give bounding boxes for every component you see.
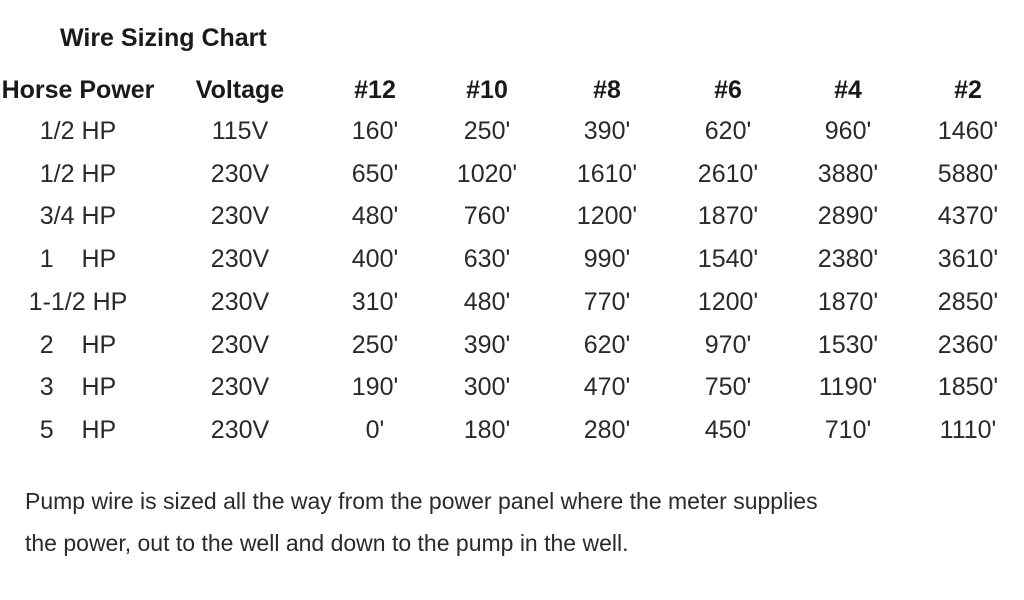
table-cell: 1870'	[817, 287, 879, 316]
table-cell: 230V	[210, 373, 270, 402]
table-cell: 2890'	[817, 202, 879, 231]
table-cell: 230V	[210, 159, 270, 188]
table-cell: 5 HP	[39, 415, 117, 444]
table-cell: 960'	[824, 117, 872, 145]
table-cell: 300'	[463, 373, 511, 402]
table-cell: 620'	[583, 330, 631, 359]
table-cell: 250'	[463, 117, 511, 145]
table-cell: 1540'	[697, 245, 759, 274]
note-line-2: the power, out to the well and down to t…	[25, 530, 629, 556]
table-cell: 180'	[463, 415, 511, 444]
table-cell: 2610'	[697, 159, 759, 188]
table-cell: 230V	[210, 330, 270, 359]
table-cell: 230V	[210, 415, 270, 444]
table-cell: 1020'	[456, 159, 518, 188]
column-header: #2	[954, 76, 982, 104]
column-header: #12	[354, 76, 396, 104]
table-cell: 990'	[583, 245, 631, 274]
note-paragraph: Pump wire is sized all the way from the …	[25, 480, 1024, 564]
table-cell: 750'	[704, 373, 752, 402]
table-cell: 710'	[824, 415, 872, 444]
table-cell: 480'	[351, 202, 399, 231]
column-header: #10	[466, 76, 508, 104]
column-header: #6	[714, 76, 742, 104]
table-cell: 1/2 HP	[39, 159, 117, 188]
table-cell: 1-1/2 HP	[28, 287, 128, 316]
table-cell: 310'	[351, 287, 399, 316]
table-cell: 1460'	[937, 117, 999, 145]
table-cell: 3610'	[937, 245, 999, 274]
table-cell: 1/2 HP	[39, 117, 117, 145]
table-cell: 160'	[351, 117, 399, 145]
table-cell: 450'	[704, 415, 752, 444]
table-cell: 390'	[463, 330, 511, 359]
table-cell: 190'	[351, 373, 399, 402]
table-cell: 230V	[210, 202, 270, 231]
chart-title: Wire Sizing Chart	[60, 24, 267, 52]
table-cell: 630'	[463, 245, 511, 274]
table-cell: 1850'	[937, 373, 999, 402]
table-cell: 230V	[210, 287, 270, 316]
table-cell: 480'	[463, 287, 511, 316]
table-cell: 230V	[210, 245, 270, 274]
table-cell: 1190'	[818, 373, 878, 402]
table-cell: 400'	[351, 245, 399, 274]
table-cell: 3/4 HP	[39, 202, 117, 231]
table-cell: 115V	[211, 117, 269, 145]
table-cell: 1610'	[576, 159, 638, 188]
table-cell: 2380'	[817, 245, 879, 274]
table-cell: 3880'	[817, 159, 879, 188]
table-cell: 470'	[583, 373, 631, 402]
table-cell: 250'	[351, 330, 399, 359]
table-cell: 1110'	[939, 415, 997, 444]
table-cell: 4370'	[937, 202, 999, 231]
table-cell: 1200'	[697, 287, 759, 316]
table-cell: 650'	[351, 159, 399, 188]
table-cell: 1530'	[817, 330, 879, 359]
table-cell: 2850'	[937, 287, 999, 316]
column-header: Voltage	[195, 76, 285, 104]
table-cell: 970'	[704, 330, 752, 359]
table-cell: 3 HP	[39, 373, 117, 402]
table-cell: 1200'	[576, 202, 638, 231]
table-cell: 2 HP	[39, 330, 117, 359]
table-cell: 760'	[463, 202, 511, 231]
table-cell: 5880'	[937, 159, 999, 188]
table-cell: 1870'	[697, 202, 759, 231]
table-cell: 620'	[704, 117, 752, 145]
table-cell: 280'	[583, 415, 631, 444]
table-cell: 770'	[583, 287, 631, 316]
column-header: #4	[834, 76, 862, 104]
column-header: Horse Power	[1, 76, 155, 104]
table-cell: 390'	[583, 117, 631, 145]
table-cell: 0'	[365, 415, 385, 444]
table-cell: 1 HP	[39, 245, 117, 274]
table-cell: 2360'	[937, 330, 999, 359]
column-header: #8	[593, 76, 621, 104]
note-line-1: Pump wire is sized all the way from the …	[25, 488, 818, 514]
